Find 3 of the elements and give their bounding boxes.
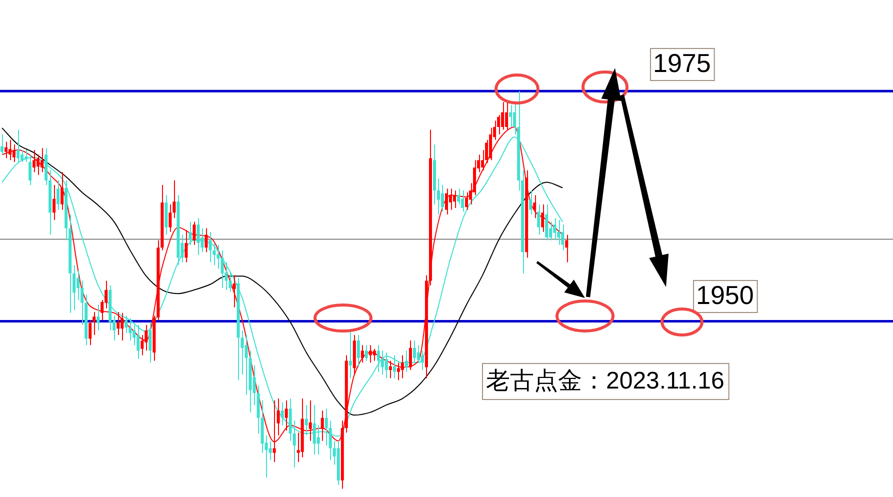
annotation: 老古点金：2023.11.16 xyxy=(486,368,724,395)
ref-line-label: 1975 xyxy=(653,48,711,78)
ref-line-label: 1950 xyxy=(696,280,754,310)
